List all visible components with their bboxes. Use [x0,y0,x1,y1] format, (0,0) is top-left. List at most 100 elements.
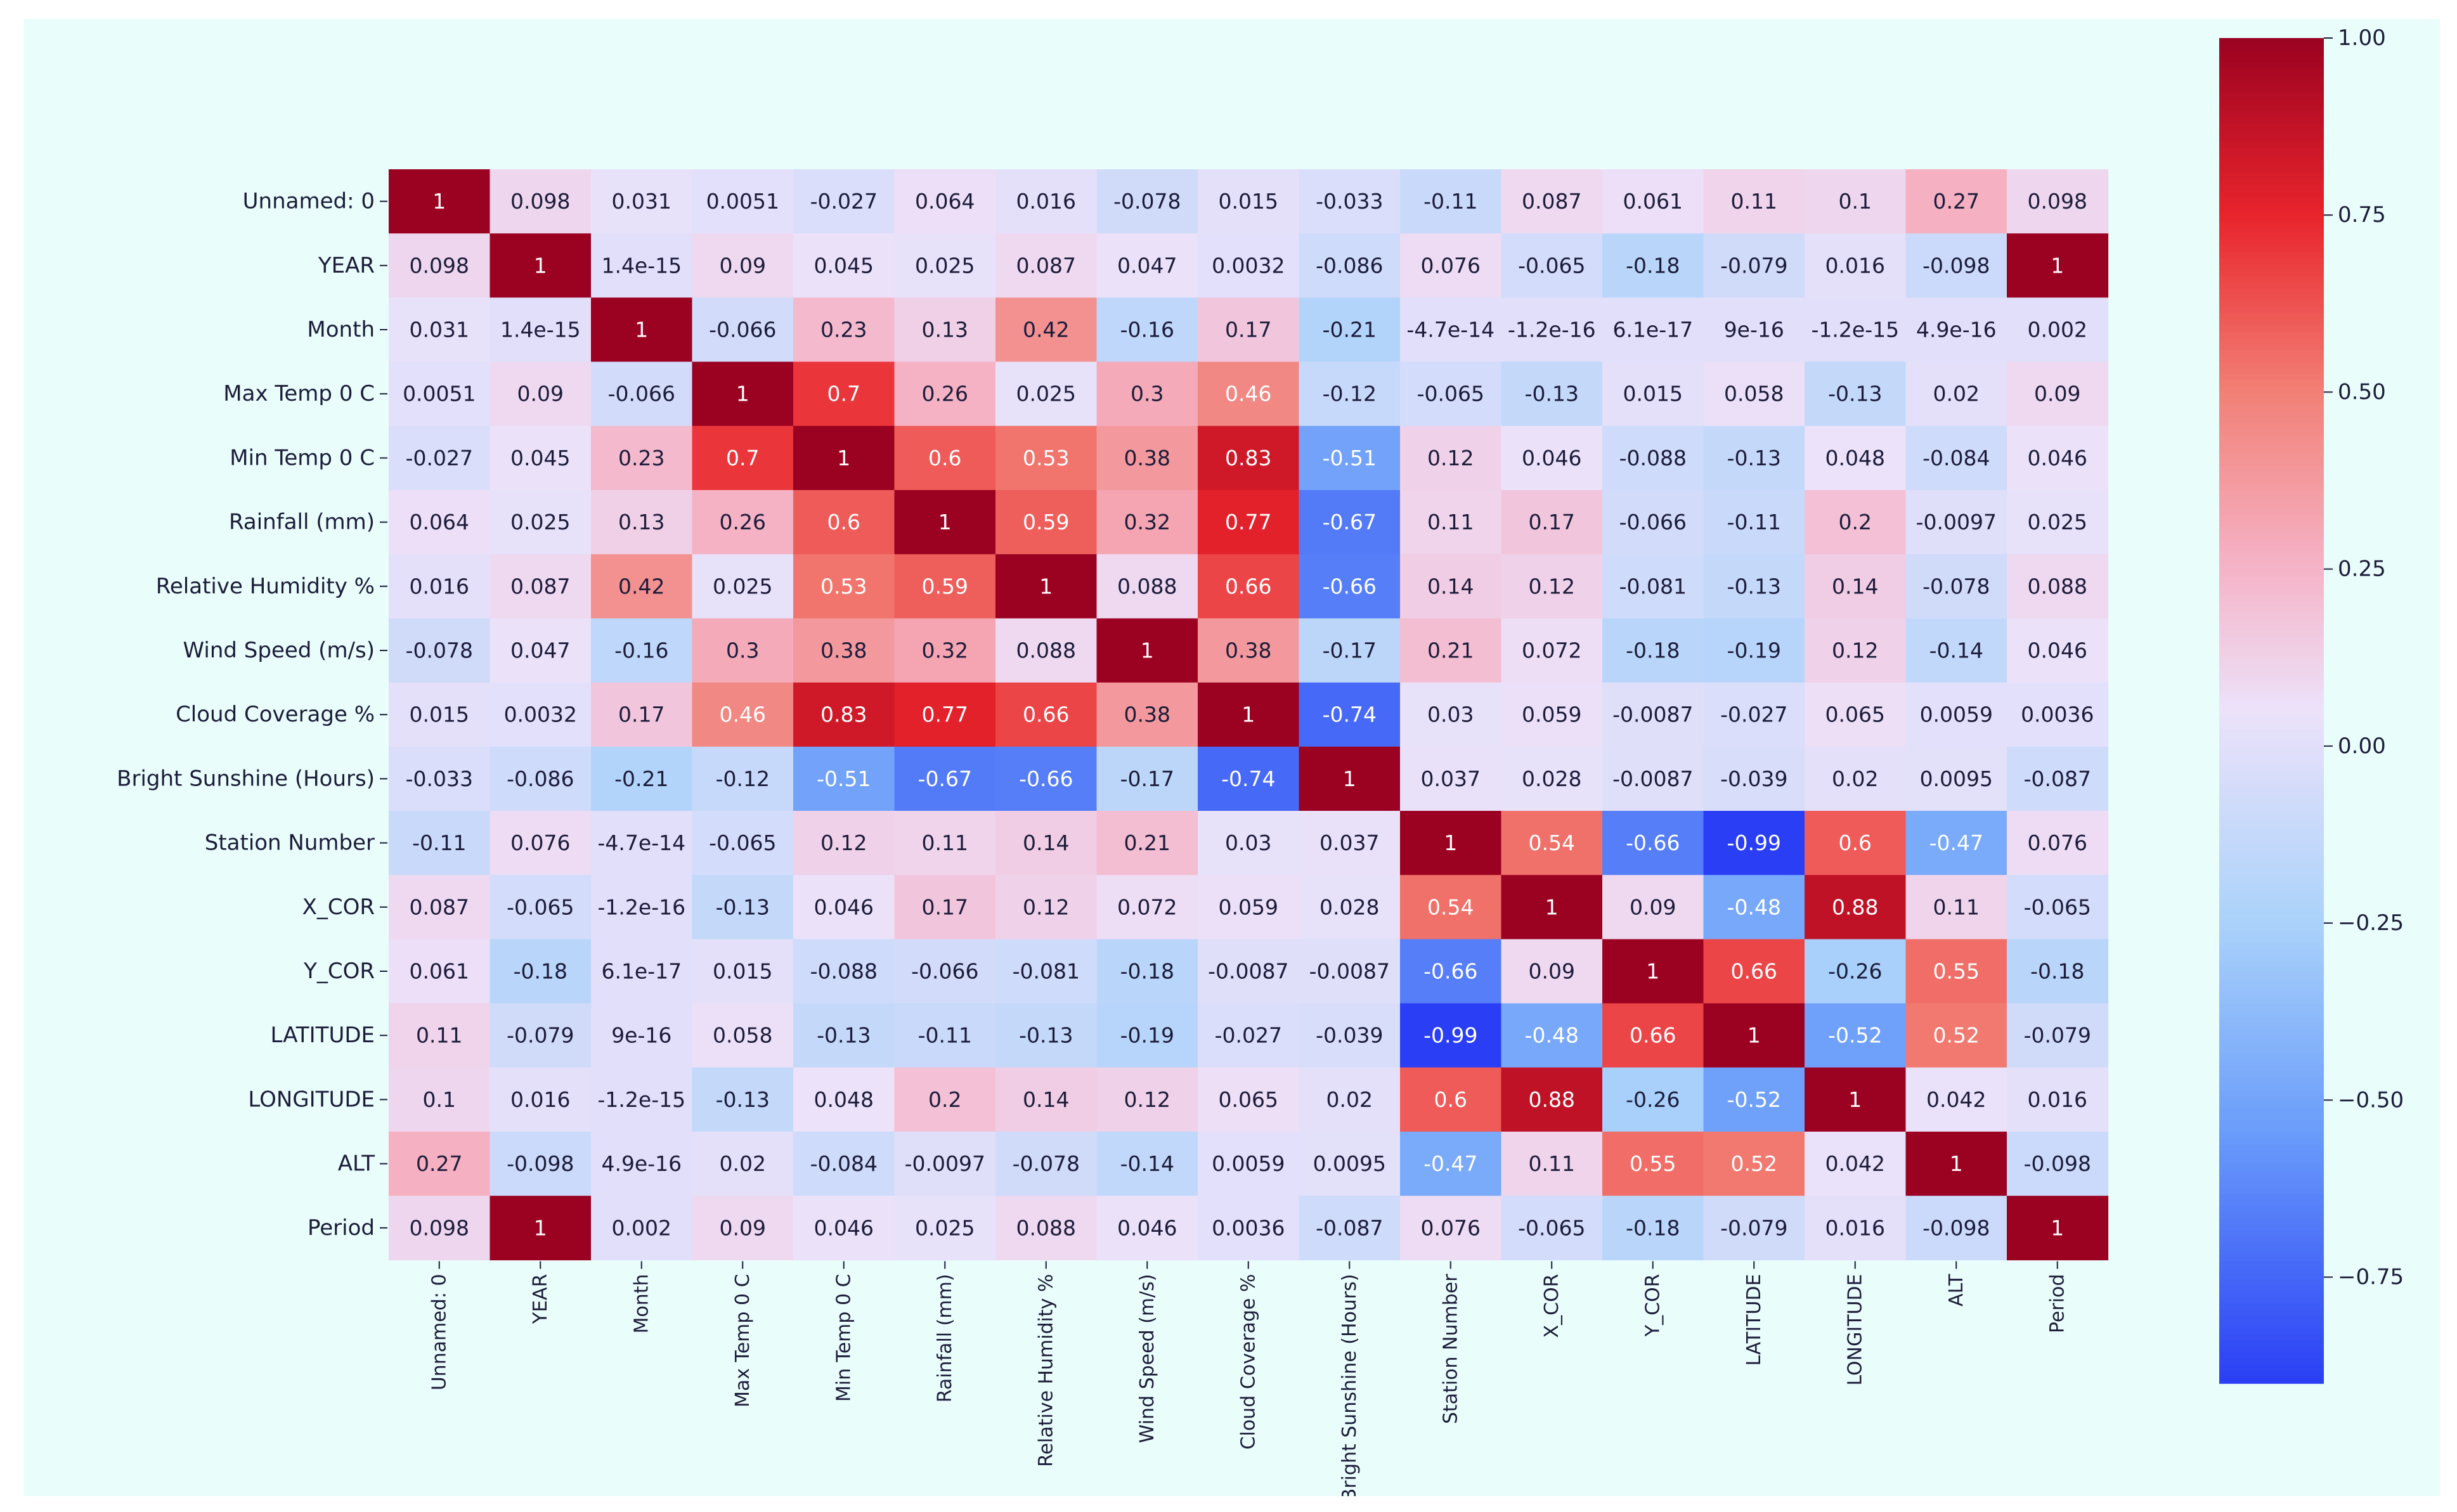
colorbar-segment [2219,399,2324,406]
colorbar-segment [2219,1328,2324,1335]
heatmap-cell [2007,618,2109,683]
cell-value-label: 0.38 [820,638,867,663]
heatmap-cell [1096,297,1198,363]
heatmap-cell [1905,1067,2007,1132]
heatmap-cell [1096,618,1198,683]
colorbar-segment [2219,380,2324,387]
heatmap-cell [1805,554,1907,619]
colorbar-segment [2219,753,2324,760]
heatmap-cell [1400,1003,1502,1068]
cell-value-label: -0.0087 [1309,959,1390,984]
heatmap-cell [489,233,592,298]
colorbar-segment [2219,869,2324,877]
cell-value-label: 0.031 [410,318,469,342]
cell-value-label: -0.66 [1423,959,1477,984]
cell-value-label: 0.048 [1825,446,1885,470]
colorbar-segment [2219,1334,2324,1341]
heatmap-cell [1703,746,1805,811]
cell-value-label: 0.087 [1016,253,1076,278]
cell-value-label: -1.2e-15 [598,1087,686,1112]
heatmap-cell [995,1132,1098,1196]
colorbar-segment [2219,484,2324,491]
heatmap-cell [389,490,491,555]
cell-value-label: 0.59 [922,574,968,598]
heatmap-cell [1400,361,1502,427]
colorbar-segment [2219,191,2324,198]
cell-value-label: 0.098 [410,1215,469,1240]
heatmap-cell [1096,939,1198,1004]
cell-value-label: 0.0036 [2021,702,2094,727]
colorbar-segment [2219,1340,2324,1347]
colorbar-segment [2219,148,2324,155]
cell-value-label: 1 [432,189,446,214]
cell-value-label: -0.0097 [905,1151,985,1176]
heatmap-cell [1501,490,1603,555]
cell-value-label: 0.016 [1825,253,1885,278]
colorbar-segment [2219,356,2324,363]
colorbar-segment [2219,1090,2324,1097]
cell-value-label: -0.21 [614,766,668,791]
colorbar-segment [2219,1359,2324,1366]
colorbar-segment [2219,1016,2324,1023]
colorbar-segment [2219,612,2324,620]
heatmap-cell [2007,1003,2109,1068]
colorbar-segment [2219,1261,2324,1268]
colorbar-segment [2219,154,2324,161]
cell-value-label: 0.6 [1839,830,1872,855]
colorbar-segment [2219,1347,2324,1354]
heatmap-cell [793,682,895,747]
heatmap-cell [1096,1132,1198,1196]
heatmap-cell [591,682,693,747]
cell-value-label: 0.046 [814,895,874,919]
colorbar-segment [2219,240,2324,247]
colorbar-segment [2219,857,2324,864]
cell-value-label: -0.19 [1727,638,1781,663]
heatmap-cell [1805,361,1907,427]
cell-value-label: 0.058 [713,1023,772,1048]
cell-value-label: -0.26 [1626,1087,1680,1112]
cell-value-label: 0.66 [1225,574,1271,598]
heatmap-cell [692,875,794,940]
colorbar-segment [2219,894,2324,901]
heatmap-cell [1501,682,1603,747]
cell-value-label: 0.38 [1124,702,1170,727]
heatmap-cell [1805,811,1907,876]
heatmap-cell [591,618,693,683]
cell-value-label: 0.42 [1023,318,1069,342]
cell-value-label: -0.18 [1120,959,1174,984]
colorbar-segment [2219,863,2324,870]
y-tick-label: Station Number [205,830,375,856]
heatmap-cell [489,361,592,427]
colorbar-segment [2219,918,2324,926]
x-tick-label: Max Temp 0 C [732,1274,754,1407]
colorbar-segment [2219,1095,2324,1103]
heatmap-cell [995,425,1098,491]
cell-value-label: 0.6 [827,510,860,534]
colorbar-segment [2219,624,2324,632]
heatmap-cell [894,1003,996,1068]
heatmap-cell [793,618,895,683]
cell-value-label: 1 [534,253,547,278]
colorbar-segment [2219,527,2324,534]
cell-value-label: 0.77 [922,702,968,727]
colorbar-segment [2219,759,2324,766]
cell-value-label: -0.51 [817,766,871,791]
cell-value-label: 0.037 [1421,766,1481,791]
colorbar-segment [2219,619,2324,626]
heatmap-cell [1905,361,2007,427]
cell-value-label: 0.072 [1117,895,1177,919]
colorbar-segment [2219,99,2324,106]
x-tick-label: Bright Sunshine (Hours) [1339,1274,1361,1496]
heatmap-cell [1501,554,1603,619]
heatmap-cell [489,1132,592,1196]
colorbar-segment [2219,472,2324,479]
heatmap-cell [1096,875,1198,940]
colorbar-segment [2219,520,2324,528]
cell-value-label: 0.002 [612,1215,671,1240]
colorbar-segment [2219,276,2324,283]
heatmap-cell [1703,1196,1805,1260]
heatmap-cell [1501,875,1603,940]
cell-value-label: -0.99 [1423,1023,1477,1048]
colorbar-segment [2219,62,2324,70]
cell-value-label: -0.48 [1727,895,1781,919]
